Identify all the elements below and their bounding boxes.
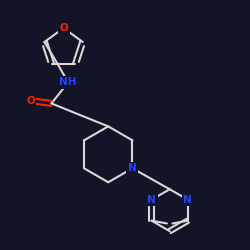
Text: O: O <box>26 96 35 106</box>
Text: NH: NH <box>60 78 77 88</box>
Text: N: N <box>184 195 192 205</box>
Text: N: N <box>128 163 137 173</box>
Text: N: N <box>147 195 156 205</box>
Text: O: O <box>59 23 68 33</box>
